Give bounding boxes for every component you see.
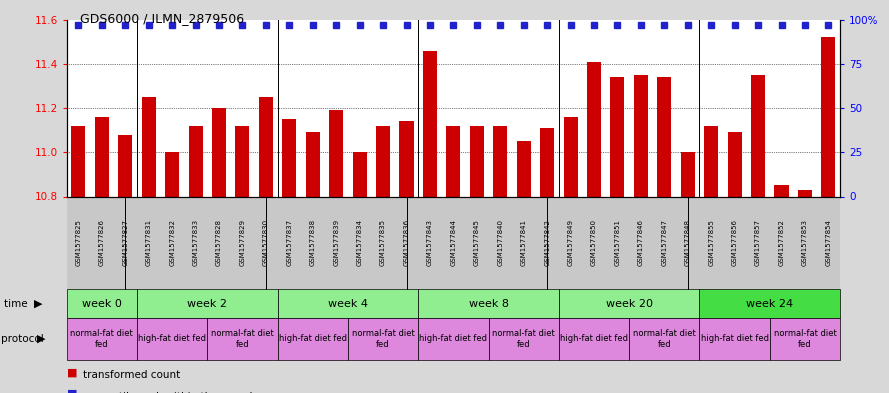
Bar [259, 97, 273, 196]
Text: GSM1577844: GSM1577844 [451, 219, 456, 266]
Text: high-fat diet fed: high-fat diet fed [701, 334, 769, 343]
Bar [188, 126, 203, 196]
Bar [399, 121, 413, 196]
Bar [376, 126, 390, 196]
Text: normal-fat diet
fed: normal-fat diet fed [70, 329, 133, 349]
Bar [681, 152, 695, 196]
Bar [95, 117, 108, 196]
Text: GSM1577850: GSM1577850 [591, 219, 597, 266]
Text: GSM1577847: GSM1577847 [661, 219, 668, 266]
Text: GSM1577832: GSM1577832 [169, 219, 175, 266]
Bar [821, 37, 836, 197]
Bar [727, 132, 741, 196]
Bar [611, 77, 624, 196]
Text: GSM1577857: GSM1577857 [755, 219, 761, 266]
Text: GSM1577856: GSM1577856 [732, 219, 738, 266]
Text: GSM1577842: GSM1577842 [544, 219, 550, 266]
Bar [798, 190, 812, 196]
Text: GSM1577838: GSM1577838 [309, 219, 316, 266]
Bar [657, 77, 671, 196]
Text: normal-fat diet
fed: normal-fat diet fed [493, 329, 555, 349]
Bar [165, 152, 180, 196]
Bar [212, 108, 226, 196]
Bar [423, 51, 437, 196]
Bar [493, 126, 508, 196]
Bar [541, 128, 554, 196]
Bar [141, 97, 156, 196]
Text: GSM1577848: GSM1577848 [685, 219, 691, 266]
Bar [517, 141, 531, 196]
Text: GSM1577830: GSM1577830 [263, 219, 268, 266]
Text: ■: ■ [67, 389, 81, 393]
Bar [751, 75, 765, 196]
Text: percentile rank within the sample: percentile rank within the sample [83, 392, 259, 393]
Text: GSM1577831: GSM1577831 [146, 219, 152, 266]
Text: GSM1577827: GSM1577827 [123, 219, 128, 266]
Bar [587, 62, 601, 196]
Bar [564, 117, 578, 196]
Bar [704, 126, 718, 196]
Bar [71, 126, 85, 196]
Text: GSM1577839: GSM1577839 [333, 219, 340, 266]
Text: time: time [4, 299, 31, 309]
Text: GSM1577835: GSM1577835 [380, 219, 386, 266]
Text: GSM1577826: GSM1577826 [99, 219, 105, 266]
Text: normal-fat diet
fed: normal-fat diet fed [211, 329, 274, 349]
Text: normal-fat diet
fed: normal-fat diet fed [773, 329, 837, 349]
Text: high-fat diet fed: high-fat diet fed [279, 334, 347, 343]
Text: GSM1577829: GSM1577829 [239, 219, 245, 266]
Bar [118, 135, 132, 196]
Text: transformed count: transformed count [83, 370, 180, 380]
Bar [353, 152, 366, 196]
Text: ▶: ▶ [34, 299, 43, 309]
Text: GSM1577840: GSM1577840 [497, 219, 503, 266]
Text: GDS6000 / ILMN_2879506: GDS6000 / ILMN_2879506 [80, 12, 244, 25]
Text: ▶: ▶ [37, 334, 46, 344]
Text: GSM1577837: GSM1577837 [286, 219, 292, 266]
Text: GSM1577854: GSM1577854 [825, 219, 831, 266]
Bar [469, 126, 484, 196]
Text: GSM1577843: GSM1577843 [427, 219, 433, 266]
Text: GSM1577852: GSM1577852 [779, 219, 784, 266]
Text: protocol: protocol [1, 334, 44, 344]
Text: week 0: week 0 [82, 299, 122, 309]
Text: GSM1577853: GSM1577853 [802, 219, 808, 266]
Text: GSM1577841: GSM1577841 [521, 219, 526, 266]
Text: ■: ■ [67, 367, 81, 377]
Text: GSM1577836: GSM1577836 [404, 219, 410, 266]
Text: GSM1577834: GSM1577834 [356, 219, 363, 266]
Text: GSM1577846: GSM1577846 [638, 219, 644, 266]
Text: week 24: week 24 [746, 299, 793, 309]
Text: GSM1577828: GSM1577828 [216, 219, 222, 266]
Text: week 20: week 20 [605, 299, 653, 309]
Text: GSM1577855: GSM1577855 [709, 219, 714, 266]
Text: week 2: week 2 [188, 299, 228, 309]
Text: GSM1577851: GSM1577851 [614, 219, 621, 266]
Text: week 4: week 4 [328, 299, 368, 309]
Text: high-fat diet fed: high-fat diet fed [138, 334, 206, 343]
Bar [283, 119, 296, 196]
Bar [306, 132, 320, 196]
Text: GSM1577825: GSM1577825 [76, 219, 82, 266]
Text: high-fat diet fed: high-fat diet fed [560, 334, 628, 343]
Text: week 8: week 8 [469, 299, 509, 309]
Bar [236, 126, 250, 196]
Text: high-fat diet fed: high-fat diet fed [420, 334, 487, 343]
Text: normal-fat diet
fed: normal-fat diet fed [352, 329, 414, 349]
Text: GSM1577849: GSM1577849 [567, 219, 573, 266]
Bar [634, 75, 648, 196]
Bar [774, 185, 789, 196]
Text: GSM1577845: GSM1577845 [474, 219, 480, 266]
Text: GSM1577833: GSM1577833 [193, 219, 198, 266]
Text: normal-fat diet
fed: normal-fat diet fed [633, 329, 696, 349]
Bar [446, 126, 461, 196]
Bar [329, 110, 343, 196]
